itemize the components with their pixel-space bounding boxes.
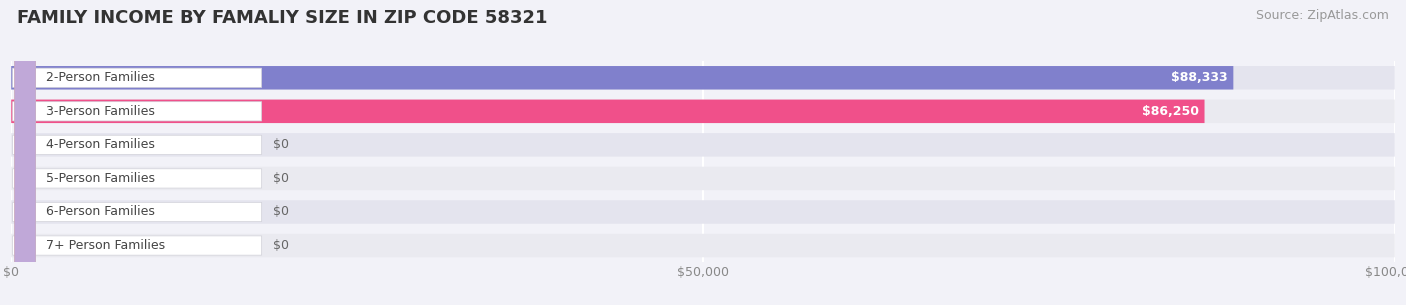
Text: $0: $0: [273, 172, 288, 185]
Text: FAMILY INCOME BY FAMALIY SIZE IN ZIP CODE 58321: FAMILY INCOME BY FAMALIY SIZE IN ZIP COD…: [17, 9, 547, 27]
Text: Source: ZipAtlas.com: Source: ZipAtlas.com: [1256, 9, 1389, 22]
Text: $86,250: $86,250: [1142, 105, 1199, 118]
Circle shape: [15, 0, 35, 305]
Circle shape: [15, 0, 35, 305]
Text: 6-Person Families: 6-Person Families: [46, 206, 155, 218]
Circle shape: [15, 0, 35, 305]
FancyBboxPatch shape: [13, 236, 262, 255]
Text: 2-Person Families: 2-Person Families: [46, 71, 155, 84]
Text: 4-Person Families: 4-Person Families: [46, 138, 155, 151]
Circle shape: [15, 0, 35, 305]
FancyBboxPatch shape: [11, 66, 1395, 90]
Text: $0: $0: [273, 239, 288, 252]
Text: 7+ Person Families: 7+ Person Families: [46, 239, 165, 252]
FancyBboxPatch shape: [11, 234, 1395, 257]
FancyBboxPatch shape: [13, 135, 262, 155]
FancyBboxPatch shape: [11, 100, 1205, 123]
Text: 5-Person Families: 5-Person Families: [46, 172, 155, 185]
FancyBboxPatch shape: [13, 169, 262, 188]
FancyBboxPatch shape: [13, 68, 262, 88]
Circle shape: [15, 0, 35, 305]
FancyBboxPatch shape: [13, 102, 262, 121]
Text: $88,333: $88,333: [1171, 71, 1227, 84]
FancyBboxPatch shape: [11, 100, 1395, 123]
Text: $0: $0: [273, 138, 288, 151]
FancyBboxPatch shape: [11, 200, 1395, 224]
FancyBboxPatch shape: [13, 202, 262, 222]
Text: $0: $0: [273, 206, 288, 218]
FancyBboxPatch shape: [11, 66, 1233, 90]
Text: 3-Person Families: 3-Person Families: [46, 105, 155, 118]
FancyBboxPatch shape: [11, 167, 1395, 190]
Circle shape: [15, 0, 35, 305]
FancyBboxPatch shape: [11, 133, 1395, 157]
